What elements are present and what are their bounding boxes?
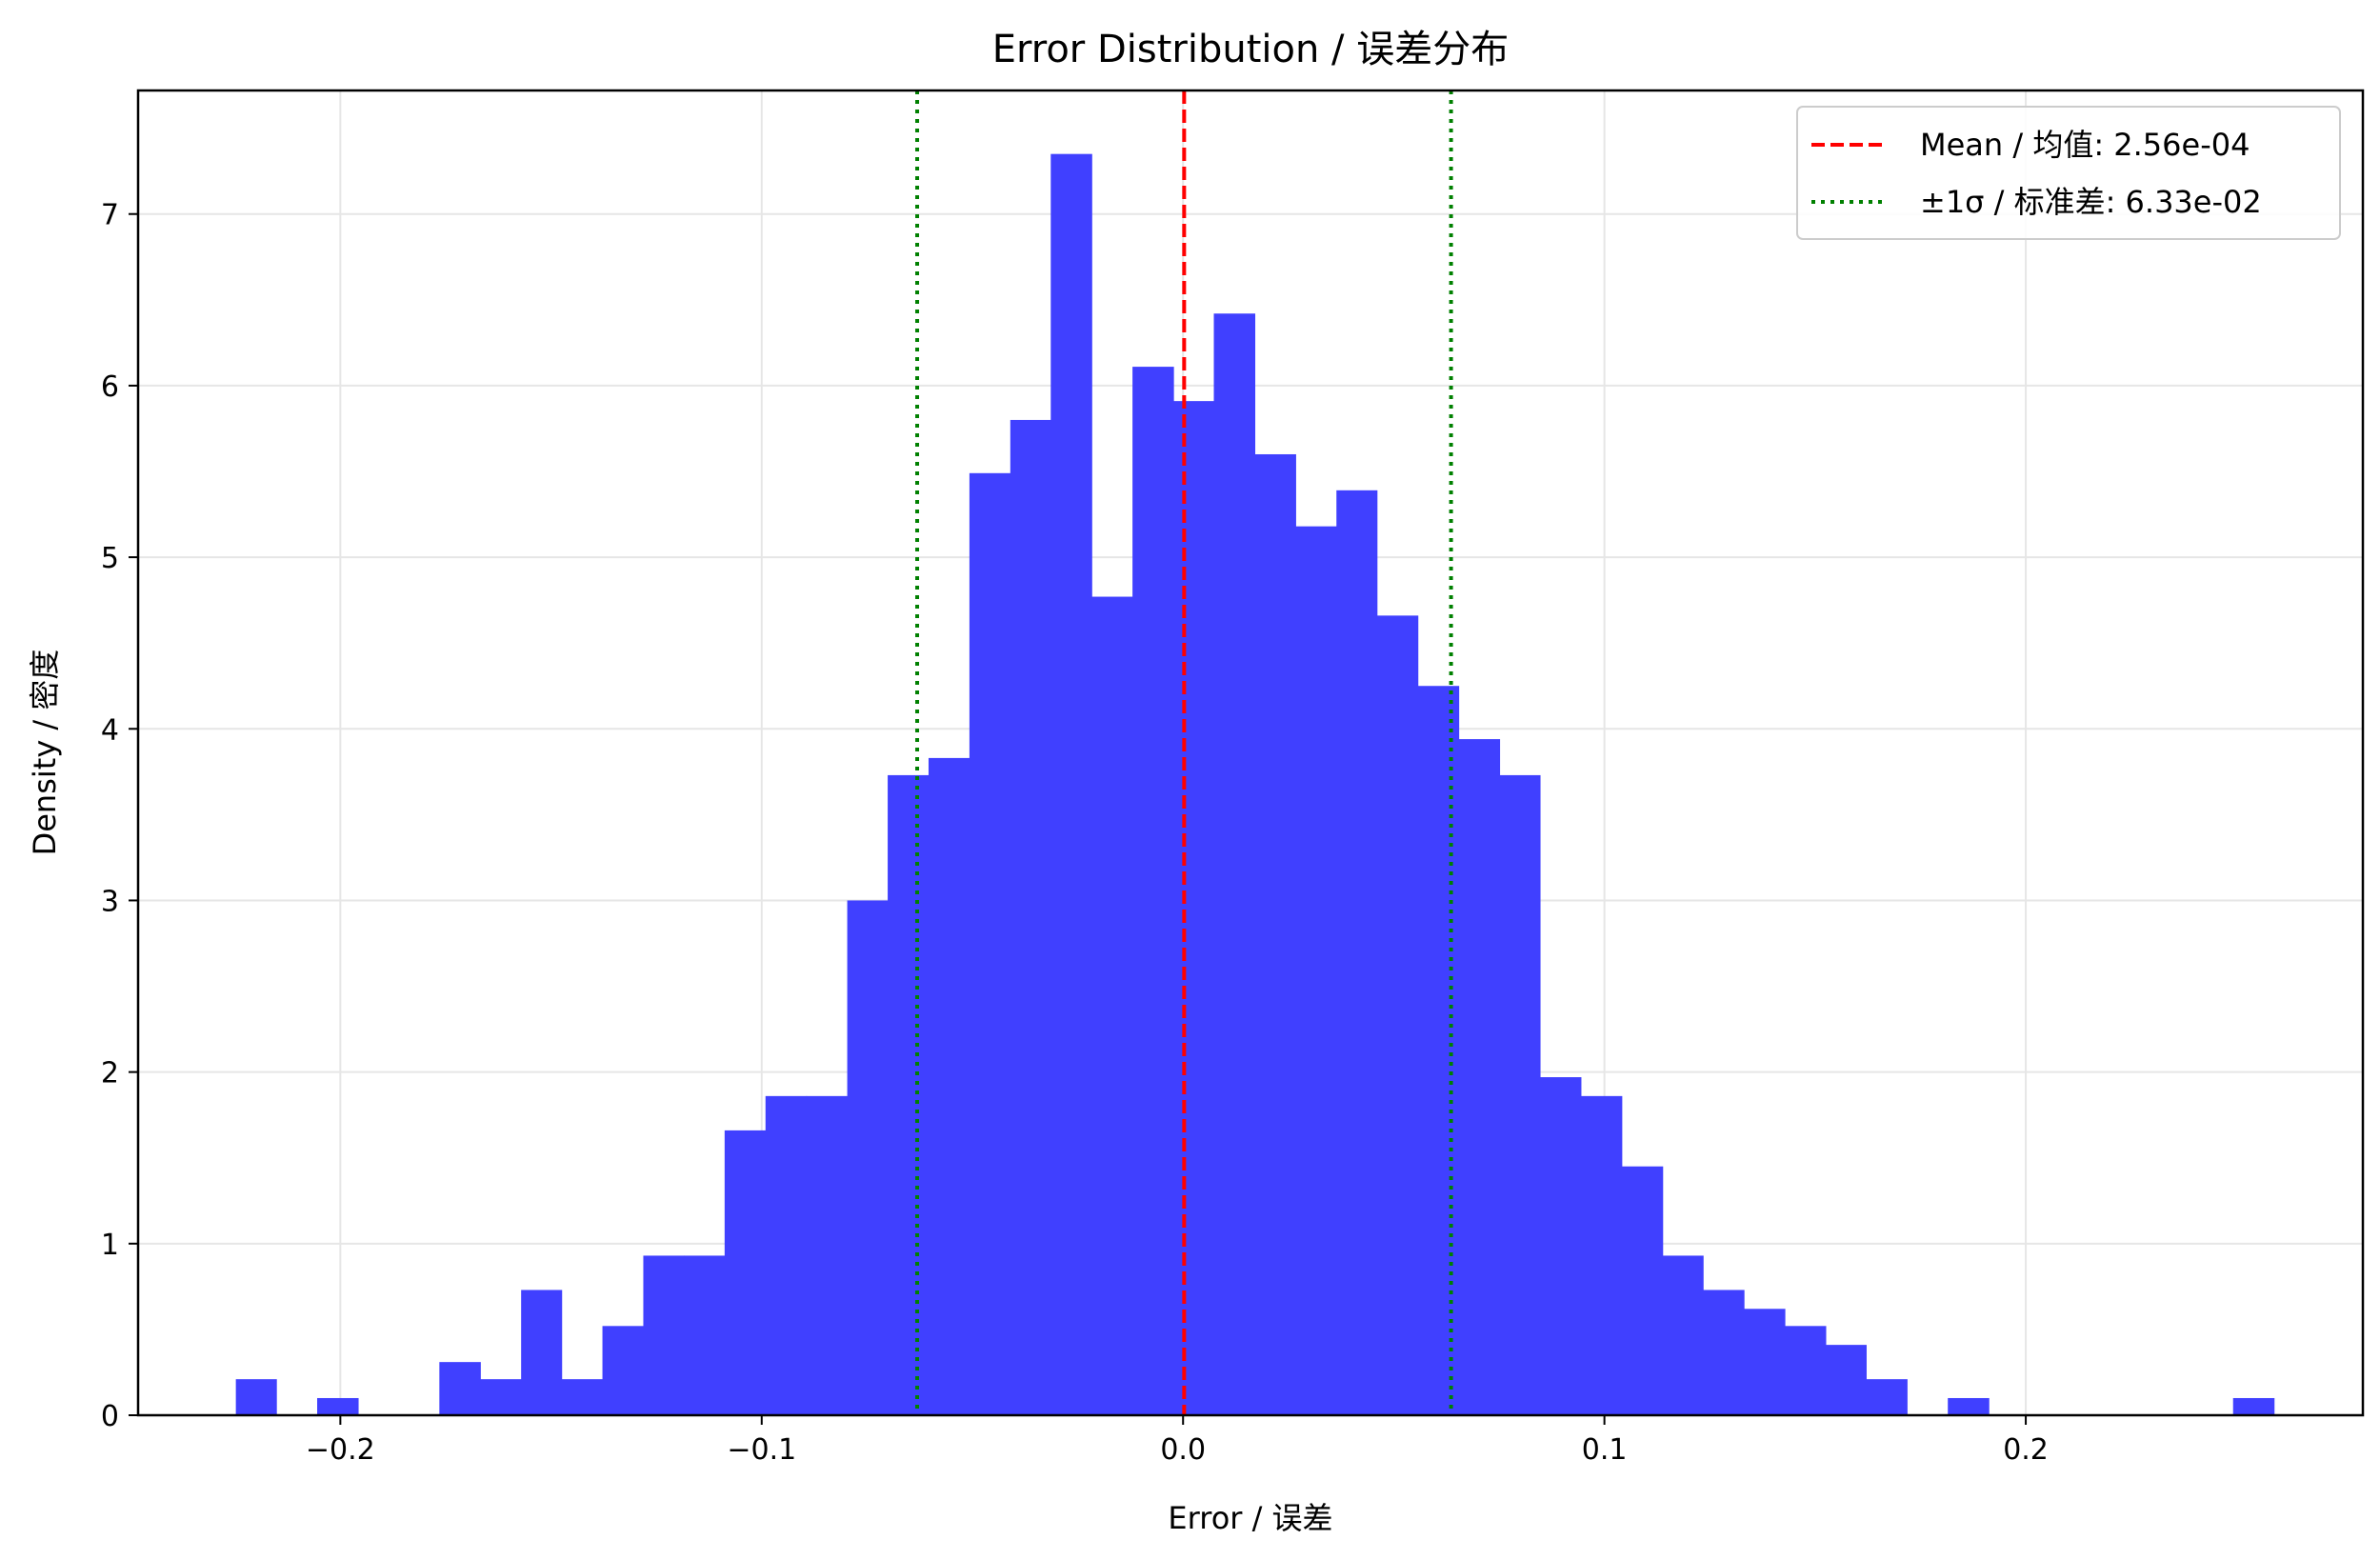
x-tick-label-3: 0.1 [1582,1433,1628,1467]
histogram-bar-29 [1539,1077,1582,1415]
histogram-bar-20 [1173,401,1215,1416]
histogram-bar-8 [684,1255,726,1415]
reference-lines [915,90,1453,1415]
y-tick-label-6: 6 [101,370,119,404]
x-axis-label: Error / 误差 [1168,1500,1332,1536]
histogram-bar-16 [1010,419,1051,1415]
x-tick-label-2: 0.0 [1160,1433,1206,1467]
legend-sigma-label: ±1σ / 标准差: 6.33e-02 [1920,184,2262,220]
histogram-bar-9 [724,1130,767,1415]
histogram-bar-31 [1621,1166,1664,1415]
histogram-bar-1 [317,1397,359,1415]
plot-frame [136,89,2365,1417]
histogram-bar-24 [1336,490,1378,1415]
y-tick-label-5: 5 [101,542,119,575]
histogram-bar-13 [888,774,930,1415]
chart-title: Error Distribution / 误差分布 [992,28,1509,71]
histogram-bar-21 [1213,313,1256,1416]
histogram-bar-39 [2232,1397,2275,1415]
histogram-bar-30 [1580,1095,1623,1415]
histogram-bar-28 [1499,774,1541,1415]
histogram-bar-2 [439,1362,481,1415]
histogram-bar-26 [1417,686,1460,1415]
x-axis-ticks: −0.2 −0.1 0.0 0.1 0.2 [306,1415,2049,1467]
histogram-bar-5 [561,1379,604,1415]
histogram-bar-0 [235,1379,277,1415]
histogram-bar-22 [1254,453,1296,1415]
histogram-bar-34 [1744,1309,1786,1415]
legend: Mean / 均值: 2.56e-04 ±1σ / 标准差: 6.33e-02 [1796,106,2341,240]
histogram-bar-38 [1948,1397,1990,1415]
y-tick-label-7: 7 [101,199,119,232]
y-tick-label-1: 1 [101,1229,119,1262]
histogram-bar-10 [765,1095,808,1415]
histogram-bar-7 [643,1255,685,1415]
y-axis-label: Density / 密度 [27,650,63,856]
x-tick-label-0: −0.2 [306,1433,375,1467]
y-tick-label-0: 0 [101,1400,119,1433]
histogram-bar-14 [928,757,970,1415]
histogram-bar-17 [1050,153,1092,1415]
histogram-bar-36 [1825,1345,1867,1415]
histogram-bar-3 [480,1379,522,1415]
histogram-bar-37 [1866,1379,1908,1415]
histogram-bar-27 [1458,739,1501,1415]
histogram-bar-15 [969,472,1011,1415]
histogram-bar-11 [806,1095,849,1415]
histogram-bar-12 [847,900,889,1415]
histogram-bar-19 [1132,367,1174,1415]
y-tick-label-3: 3 [101,885,119,918]
histogram-bar-35 [1784,1326,1827,1415]
y-axis-ticks: 0 1 2 3 4 5 6 7 [101,199,138,1433]
histogram-bar-6 [602,1326,645,1415]
histogram-bar-25 [1376,615,1419,1415]
y-tick-label-2: 2 [101,1057,119,1090]
x-tick-label-1: −0.1 [727,1433,796,1467]
histogram-bar-33 [1703,1290,1745,1415]
legend-mean-label: Mean / 均值: 2.56e-04 [1920,127,2250,163]
x-tick-label-4: 0.2 [2003,1433,2049,1467]
histogram-bar-18 [1091,596,1133,1415]
legend-box [1796,106,2341,240]
histogram-bar-23 [1295,526,1337,1415]
histogram-bar-32 [1662,1255,1704,1415]
histogram-bar-4 [521,1290,563,1415]
y-tick-label-4: 4 [101,713,119,747]
